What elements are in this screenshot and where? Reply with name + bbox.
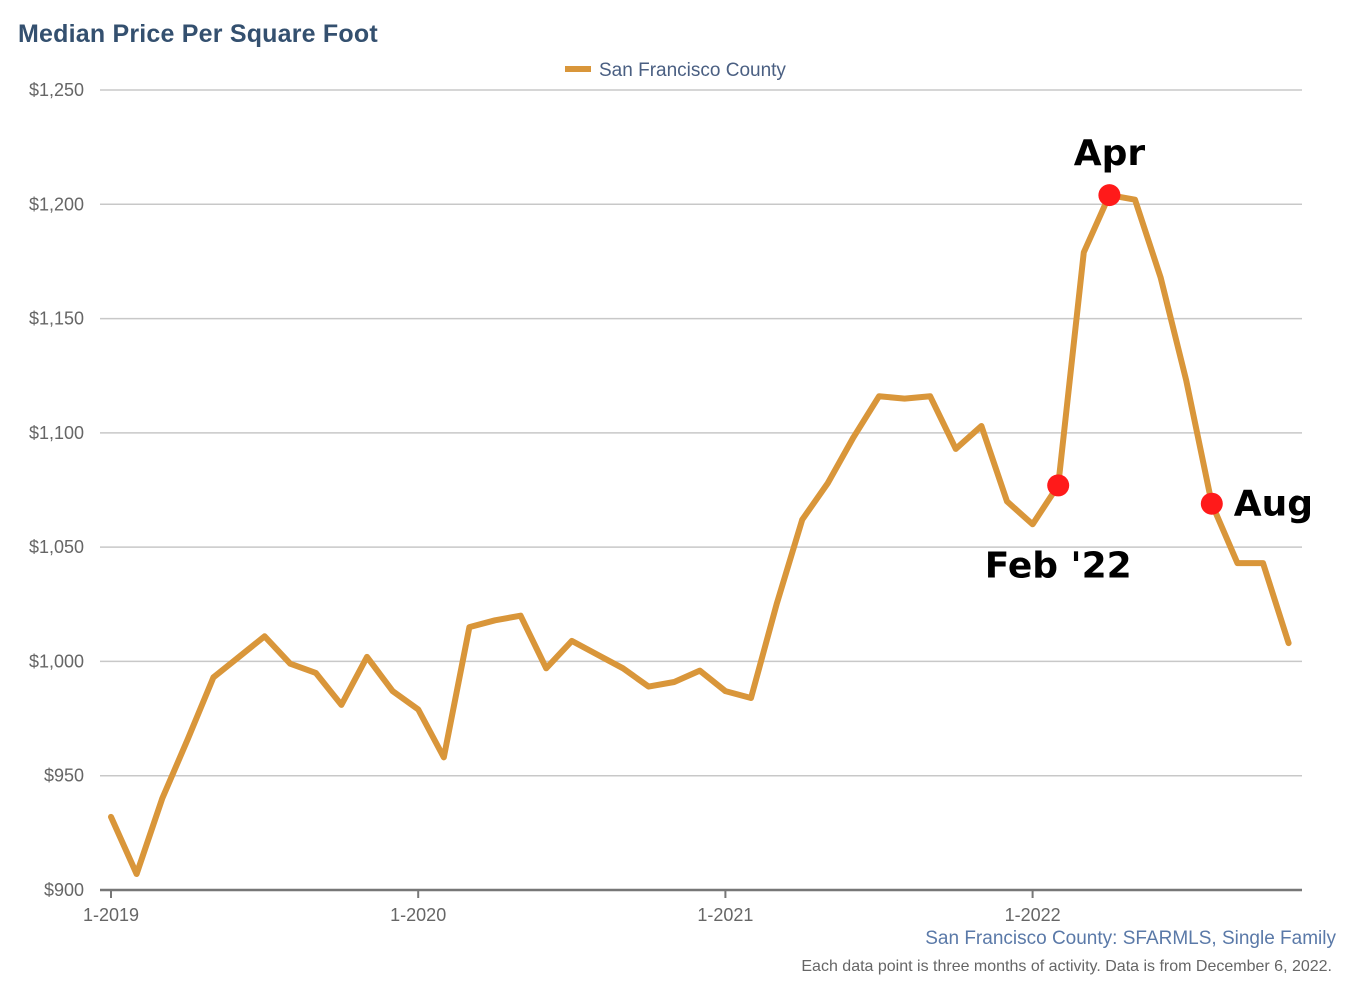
x-tick-label: 1-2022 bbox=[1005, 905, 1061, 925]
chart-title: Median Price Per Square Foot bbox=[18, 20, 378, 48]
y-tick-label: $900 bbox=[44, 880, 84, 900]
x-tick-label: 1-2021 bbox=[697, 905, 753, 925]
legend: San Francisco County bbox=[565, 60, 786, 81]
series-line bbox=[108, 192, 1292, 877]
y-tick-label: $950 bbox=[44, 766, 84, 786]
y-tick-label: $1,000 bbox=[29, 651, 84, 671]
annotation-label: Apr bbox=[1074, 133, 1146, 174]
y-tick-label: $1,150 bbox=[29, 309, 84, 329]
y-axis: $900 $950 $1,000 $1,050 $1,100 $1,150 $1,200 $1… bbox=[29, 80, 84, 900]
annotation-label: Feb '22 bbox=[985, 545, 1132, 586]
y-tick-label: $1,250 bbox=[29, 80, 84, 100]
y-tick-label: $1,050 bbox=[29, 537, 84, 557]
annotation-marker bbox=[1200, 492, 1223, 515]
y-tick-label: $1,100 bbox=[29, 423, 84, 443]
footnote: Each data point is three months of activ… bbox=[801, 958, 1332, 975]
x-tick-label: 1-2019 bbox=[83, 905, 139, 925]
series-lines bbox=[108, 192, 1292, 877]
y-tick-label: $1,200 bbox=[29, 194, 84, 214]
annotation-marker bbox=[1098, 184, 1121, 207]
annotation-label: Aug bbox=[1234, 484, 1313, 525]
gridlines bbox=[100, 89, 1302, 892]
x-tick-label: 1-2020 bbox=[390, 905, 446, 925]
legend-label: San Francisco County bbox=[599, 60, 786, 81]
x-axis: 1-2019 1-2020 1-2021 1-2022 bbox=[83, 890, 1061, 925]
annotations: Feb '22 Apr Aug bbox=[985, 133, 1313, 586]
annotation-marker bbox=[1047, 474, 1070, 497]
source-note: San Francisco County: SFARMLS, Single Fa… bbox=[925, 928, 1336, 949]
